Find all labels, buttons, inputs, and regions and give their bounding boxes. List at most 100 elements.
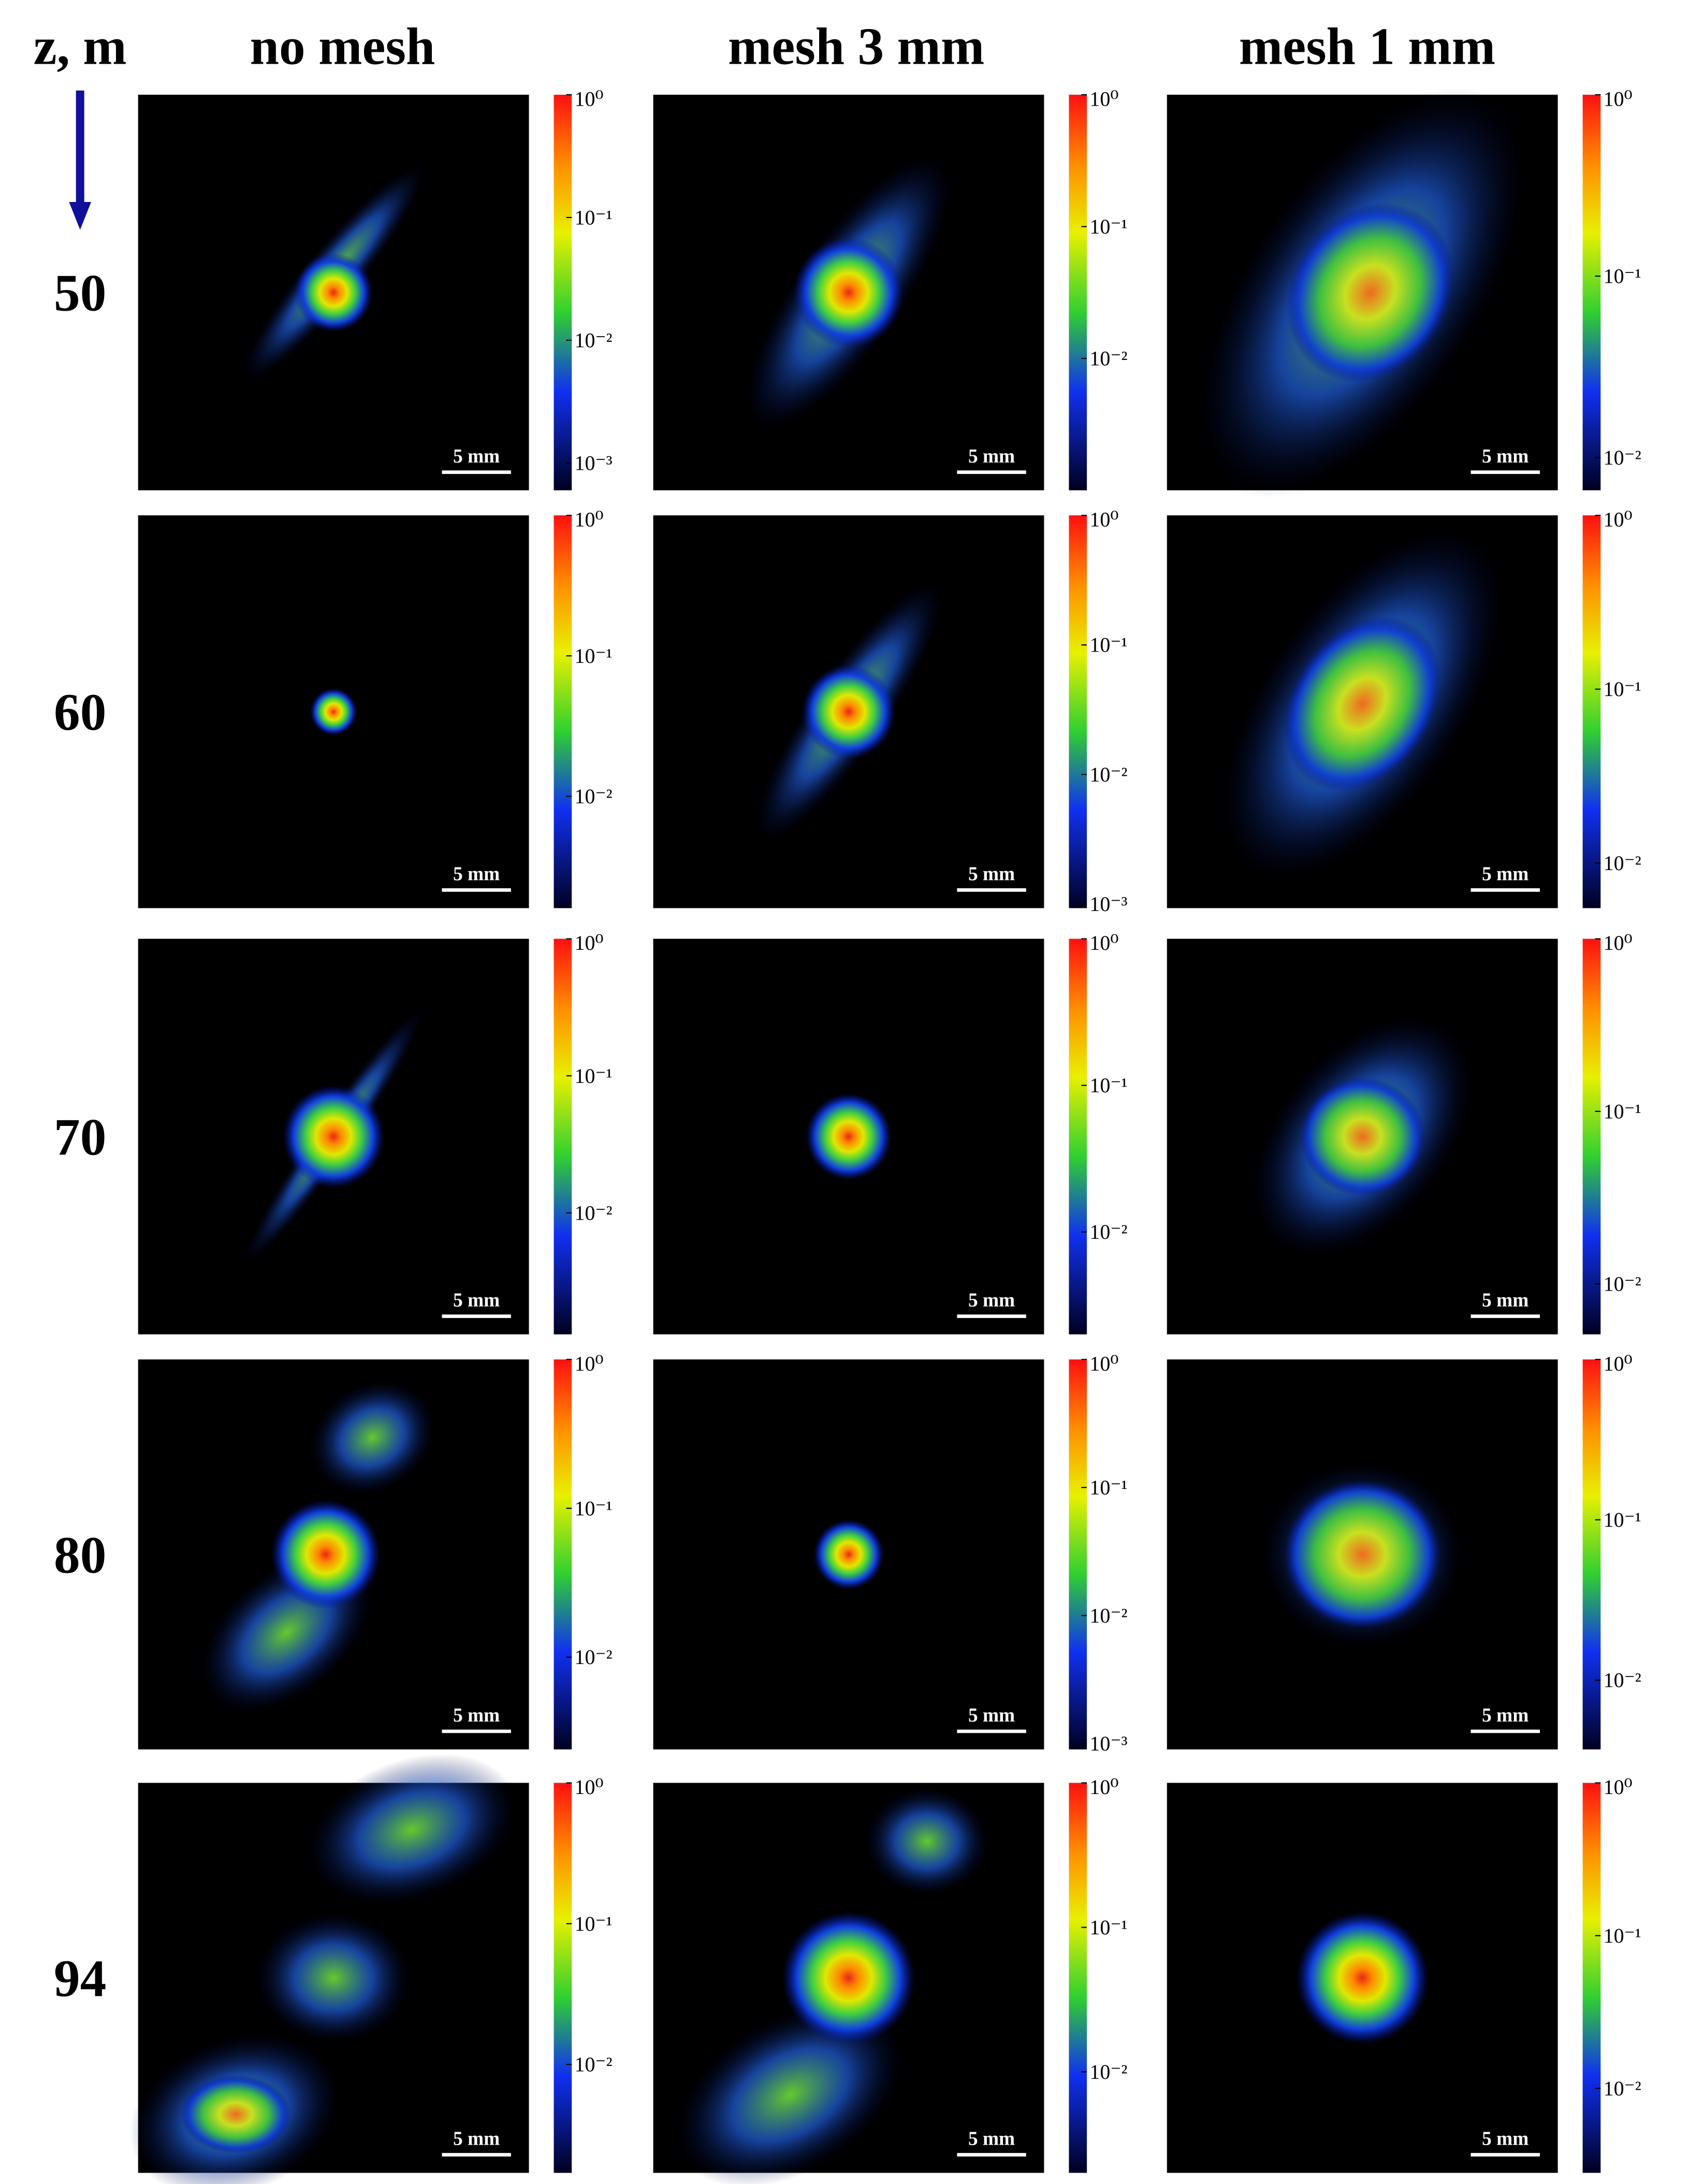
scale-bar-label: 5 mm <box>453 864 500 885</box>
scale-bar-label: 5 mm <box>453 1290 500 1311</box>
row-label: 60 <box>54 683 106 742</box>
colorbar <box>1582 938 1601 1335</box>
colorbar-tick-label: 10⁻² <box>575 1201 613 1224</box>
beam-spot <box>805 1093 892 1180</box>
beam-spot <box>271 1499 381 1609</box>
beam-spot <box>802 664 896 759</box>
colorbar-tick-label: 10⁻¹ <box>575 1497 613 1520</box>
colorbar-tick-label: 10⁰ <box>1089 508 1118 531</box>
row-label: 70 <box>54 1108 106 1166</box>
beam-spot <box>309 1379 436 1496</box>
beam-spot <box>181 2075 291 2153</box>
colorbar-tick-label: 10⁰ <box>1604 931 1633 954</box>
colorbar <box>554 1359 572 1749</box>
colorbar-tick-label: 10⁻² <box>1604 1272 1641 1295</box>
colorbar-tick-label: 10⁰ <box>1604 508 1633 531</box>
row-label: 50 <box>54 264 106 322</box>
colorbar-tick-label: 10⁻² <box>575 785 613 808</box>
colorbar-tick-label: 10⁻¹ <box>1604 264 1641 287</box>
colorbar-tick-label: 10⁻¹ <box>1604 677 1641 701</box>
scale-bar-label: 5 mm <box>1482 1290 1528 1311</box>
beam-spot <box>1295 1911 1429 2044</box>
colorbar-tick-label: 10⁻² <box>1089 1220 1127 1243</box>
colorbar-tick-label: 10⁻² <box>1089 1604 1127 1627</box>
colorbar-tick-label: 10⁻¹ <box>575 206 613 229</box>
colorbar-tick-label: 10⁻¹ <box>575 1912 613 1935</box>
beam-spot <box>255 1911 412 2044</box>
beam-spot <box>794 237 904 348</box>
scale-bar-label: 5 mm <box>1482 864 1528 885</box>
colorbar-tick-label: 10⁻² <box>1089 2060 1127 2084</box>
colorbar <box>554 94 572 490</box>
beam-spot <box>1300 1077 1425 1196</box>
colorbar <box>1069 1359 1087 1749</box>
colorbar-tick-label: 10⁻¹ <box>1604 1100 1641 1123</box>
beam-spot <box>864 1786 989 1896</box>
colorbar <box>1582 1359 1601 1749</box>
beam-spot <box>675 2002 905 2184</box>
colorbar <box>1069 938 1087 1335</box>
column-title: mesh 3 mm <box>728 17 984 76</box>
colorbar <box>1582 94 1601 490</box>
column-title: no mesh <box>250 17 435 76</box>
colorbar-tick-label: 10⁻² <box>1604 446 1641 469</box>
colorbar-tick-label: 10⁻¹ <box>1089 633 1127 657</box>
scale-bar-label: 5 mm <box>1482 1705 1528 1726</box>
colorbar-tick-label: 10⁰ <box>1089 1352 1118 1375</box>
colorbar-tick-label: 10⁰ <box>1604 1775 1633 1799</box>
axis-label: z, m <box>34 17 127 76</box>
beam-spot <box>1286 203 1454 383</box>
beam-spot <box>782 1911 915 2044</box>
beam-spot <box>306 1754 517 1906</box>
colorbar-tick-label: 10⁻¹ <box>1604 1508 1641 1531</box>
colorbar <box>554 515 572 908</box>
beam-spot <box>310 688 357 735</box>
colorbar-tick-label: 10⁰ <box>575 931 604 954</box>
row-label: 80 <box>54 1526 106 1584</box>
beam-spot <box>294 253 373 332</box>
colorbar <box>1582 1783 1601 2173</box>
colorbar-tick-label: 10⁻¹ <box>1089 1916 1127 1939</box>
colorbar-tick-label: 10⁰ <box>575 1775 604 1799</box>
scale-bar-label: 5 mm <box>453 1705 500 1726</box>
colorbar-tick-label: 10⁻² <box>1604 851 1641 875</box>
colorbar-tick-label: 10⁻¹ <box>575 1064 613 1088</box>
scale-bar-label: 5 mm <box>453 446 500 467</box>
column-title: mesh 1 mm <box>1239 17 1495 76</box>
colorbar-tick-label: 10⁰ <box>575 508 604 531</box>
colorbar-tick-label: 10⁻² <box>1604 1668 1641 1691</box>
scale-bar-label: 5 mm <box>453 2129 500 2150</box>
row-label: 94 <box>54 1949 106 2008</box>
beam-spot <box>1284 1480 1441 1629</box>
colorbar-tick-label: 10⁻¹ <box>1089 1476 1127 1499</box>
beam-spot <box>283 1085 385 1188</box>
colorbar-tick-label: 10⁻³ <box>575 451 613 474</box>
colorbar <box>554 1783 572 2173</box>
colorbar-tick-label: 10⁰ <box>1089 87 1118 110</box>
colorbar-tick-label: 10⁻² <box>1604 2077 1641 2100</box>
colorbar-tick-label: 10⁰ <box>1604 1352 1633 1375</box>
colorbar-tick-label: 10⁰ <box>1089 931 1118 954</box>
scale-bar-label: 5 mm <box>968 1290 1015 1311</box>
colorbar-tick-label: 10⁻¹ <box>1089 1074 1127 1097</box>
colorbar-tick-label: 10⁻¹ <box>575 644 613 668</box>
scale-bar-label: 5 mm <box>1482 2129 1528 2150</box>
colorbar <box>1069 94 1087 490</box>
scale-bar-label: 5 mm <box>968 2129 1015 2150</box>
colorbar <box>554 938 572 1335</box>
colorbar-tick-label: 10⁰ <box>575 87 604 110</box>
colorbar-tick-label: 10⁰ <box>575 1352 604 1375</box>
colorbar-tick-label: 10⁰ <box>1604 87 1633 110</box>
colorbar <box>1582 515 1601 908</box>
colorbar-tick-label: 10⁻² <box>575 2053 613 2076</box>
colorbar-tick-label: 10⁻¹ <box>1604 1924 1641 1947</box>
colorbar <box>1069 1783 1087 2173</box>
scale-bar-label: 5 mm <box>1482 446 1528 467</box>
colorbar-tick-label: 10⁻² <box>1089 346 1127 370</box>
colorbar-tick-label: 10⁻² <box>575 1645 613 1669</box>
scale-bar-label: 5 mm <box>968 864 1015 885</box>
scale-bar-label: 5 mm <box>968 446 1015 467</box>
colorbar-tick-label: 10⁻³ <box>1089 1732 1127 1755</box>
arrow-head <box>69 201 92 230</box>
